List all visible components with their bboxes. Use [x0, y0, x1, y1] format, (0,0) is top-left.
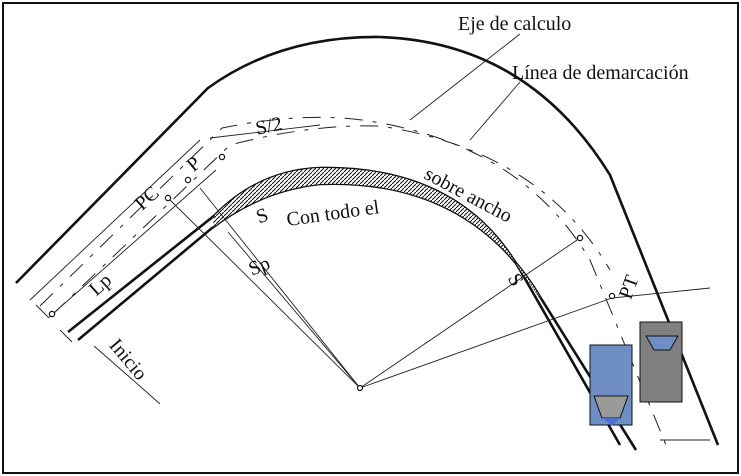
sp-label: Sp — [246, 252, 274, 280]
calculation-axis-label: Eje de calculo — [458, 13, 571, 35]
inicio-label: Inicio — [105, 335, 152, 385]
demarcation-line — [51, 125, 611, 316]
vehicle-gray — [639, 321, 683, 403]
demarcation-line-label: Línea de demarcación — [512, 62, 689, 84]
con-todo-el-label: Con todo el — [285, 196, 381, 231]
vehicle-blue — [589, 344, 633, 426]
centerline-points — [48, 153, 616, 318]
dimension-lines — [29, 124, 710, 441]
widened-inner-edge — [77, 182, 638, 451]
outer-road-edge — [15, 35, 720, 446]
p-label: P — [183, 152, 206, 176]
radial-lines — [167, 187, 711, 389]
widening-s-label-top: S — [253, 204, 271, 228]
half-widening-label: S/2 — [254, 113, 285, 140]
curve-center-point — [356, 384, 364, 392]
pc-label: PC — [131, 182, 164, 215]
widening-s-label-right: S — [503, 270, 528, 291]
calculation-axis — [39, 116, 667, 446]
